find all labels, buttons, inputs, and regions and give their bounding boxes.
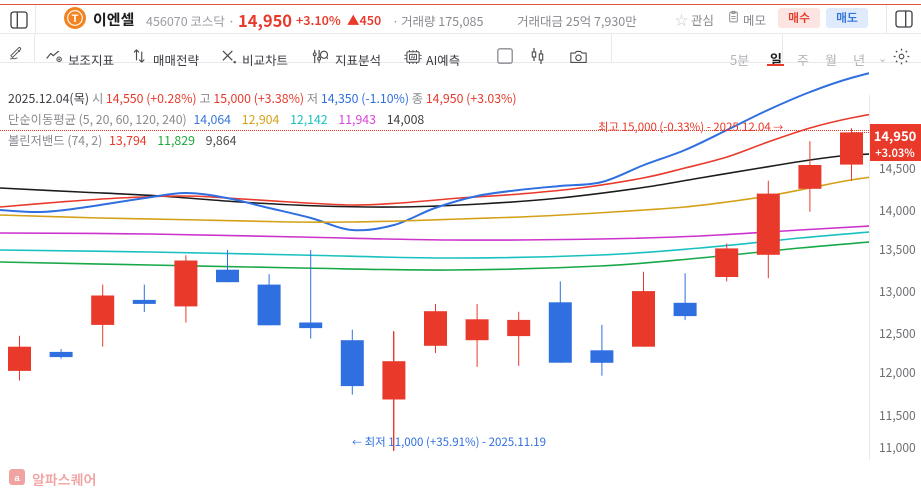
svg-text:a: a (14, 473, 20, 484)
